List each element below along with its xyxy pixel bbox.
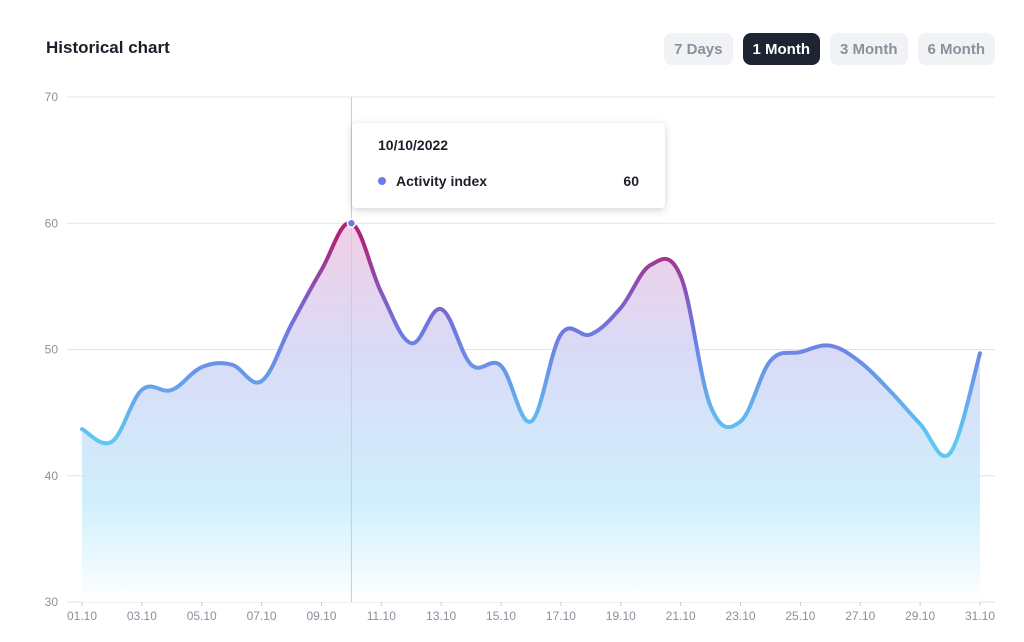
data-point-06.10[interactable] bbox=[226, 359, 238, 371]
data-point-07.10[interactable] bbox=[256, 375, 268, 387]
data-point-24.10[interactable] bbox=[764, 355, 776, 367]
x-tick-label: 19.10 bbox=[606, 609, 636, 623]
data-point-26.10[interactable] bbox=[824, 340, 836, 352]
data-point-29.10[interactable] bbox=[914, 418, 926, 430]
x-tick-label: 11.10 bbox=[367, 609, 396, 623]
data-point-12.10[interactable] bbox=[405, 337, 417, 349]
y-tick-label: 60 bbox=[45, 216, 59, 230]
series-dot-icon bbox=[378, 177, 386, 185]
y-tick-label: 40 bbox=[45, 469, 59, 483]
highlight-point[interactable] bbox=[346, 218, 357, 228]
x-tick-label: 17.10 bbox=[546, 609, 576, 623]
y-tick-label: 50 bbox=[45, 343, 59, 357]
data-point-01.10[interactable] bbox=[76, 423, 88, 435]
tooltip-date: 10/10/2022 bbox=[378, 137, 449, 153]
data-point-25.10[interactable] bbox=[794, 346, 806, 358]
x-tick-label: 31.10 bbox=[965, 609, 995, 623]
chart-title: Historical chart bbox=[46, 38, 170, 57]
y-tick-label: 70 bbox=[45, 90, 59, 104]
x-tick-label: 25.10 bbox=[785, 609, 815, 623]
x-tick-label: 29.10 bbox=[905, 609, 935, 623]
x-tick-label: 15.10 bbox=[486, 609, 516, 623]
data-point-09.10[interactable] bbox=[315, 264, 327, 276]
data-point-11.10[interactable] bbox=[375, 287, 387, 299]
data-point-23.10[interactable] bbox=[735, 415, 747, 427]
x-tick-label: 23.10 bbox=[726, 609, 756, 623]
data-point-16.10[interactable] bbox=[525, 415, 537, 427]
x-tick-label: 09.10 bbox=[306, 609, 336, 623]
data-point-04.10[interactable] bbox=[166, 384, 178, 396]
data-point-14.10[interactable] bbox=[465, 359, 477, 371]
data-point-17.10[interactable] bbox=[555, 328, 567, 340]
data-point-19.10[interactable] bbox=[615, 302, 627, 314]
tooltip-series-label: Activity index bbox=[396, 173, 488, 189]
data-point-31.10[interactable] bbox=[974, 347, 986, 359]
data-point-03.10[interactable] bbox=[136, 384, 148, 396]
tooltip-value: 60 bbox=[623, 173, 639, 189]
series-line-activity-index bbox=[80, 221, 982, 458]
data-point-20.10[interactable] bbox=[645, 259, 657, 271]
data-point-22.10[interactable] bbox=[705, 400, 717, 412]
x-tick-label: 27.10 bbox=[845, 609, 875, 623]
x-tick-label: 05.10 bbox=[187, 609, 217, 623]
range-tab-3-month[interactable]: 3 Month bbox=[830, 33, 908, 65]
x-tick-label: 21.10 bbox=[666, 609, 696, 623]
data-point-13.10[interactable] bbox=[435, 303, 447, 315]
data-point-18.10[interactable] bbox=[585, 328, 597, 340]
y-tick-label: 30 bbox=[45, 595, 59, 609]
range-tab-6-month[interactable]: 6 Month bbox=[917, 33, 995, 65]
x-tick-label: 13.10 bbox=[426, 609, 456, 623]
range-tab-1-month[interactable]: 1 Month bbox=[742, 33, 820, 65]
x-tick-label: 03.10 bbox=[127, 609, 157, 623]
x-tick-label: 07.10 bbox=[247, 609, 277, 623]
range-tab-7-days[interactable]: 7 Days bbox=[664, 33, 733, 65]
data-point-02.10[interactable] bbox=[106, 436, 118, 448]
data-point-28.10[interactable] bbox=[884, 385, 896, 397]
data-point-05.10[interactable] bbox=[196, 361, 208, 373]
data-point-21.10[interactable] bbox=[675, 270, 687, 282]
data-point-15.10[interactable] bbox=[495, 360, 507, 372]
data-point-08.10[interactable] bbox=[286, 318, 298, 330]
data-point-30.10[interactable] bbox=[944, 447, 956, 459]
tooltip: 10/10/2022 Activity index 60 bbox=[352, 123, 665, 208]
data-point-27.10[interactable] bbox=[854, 356, 866, 368]
x-tick-label: 01.10 bbox=[67, 609, 97, 623]
tooltip-row: Activity index 60 bbox=[378, 173, 639, 189]
series-area-activity-index bbox=[82, 222, 980, 603]
range-selector: 7 Days 1 Month 3 Month 6 Month bbox=[664, 33, 995, 65]
